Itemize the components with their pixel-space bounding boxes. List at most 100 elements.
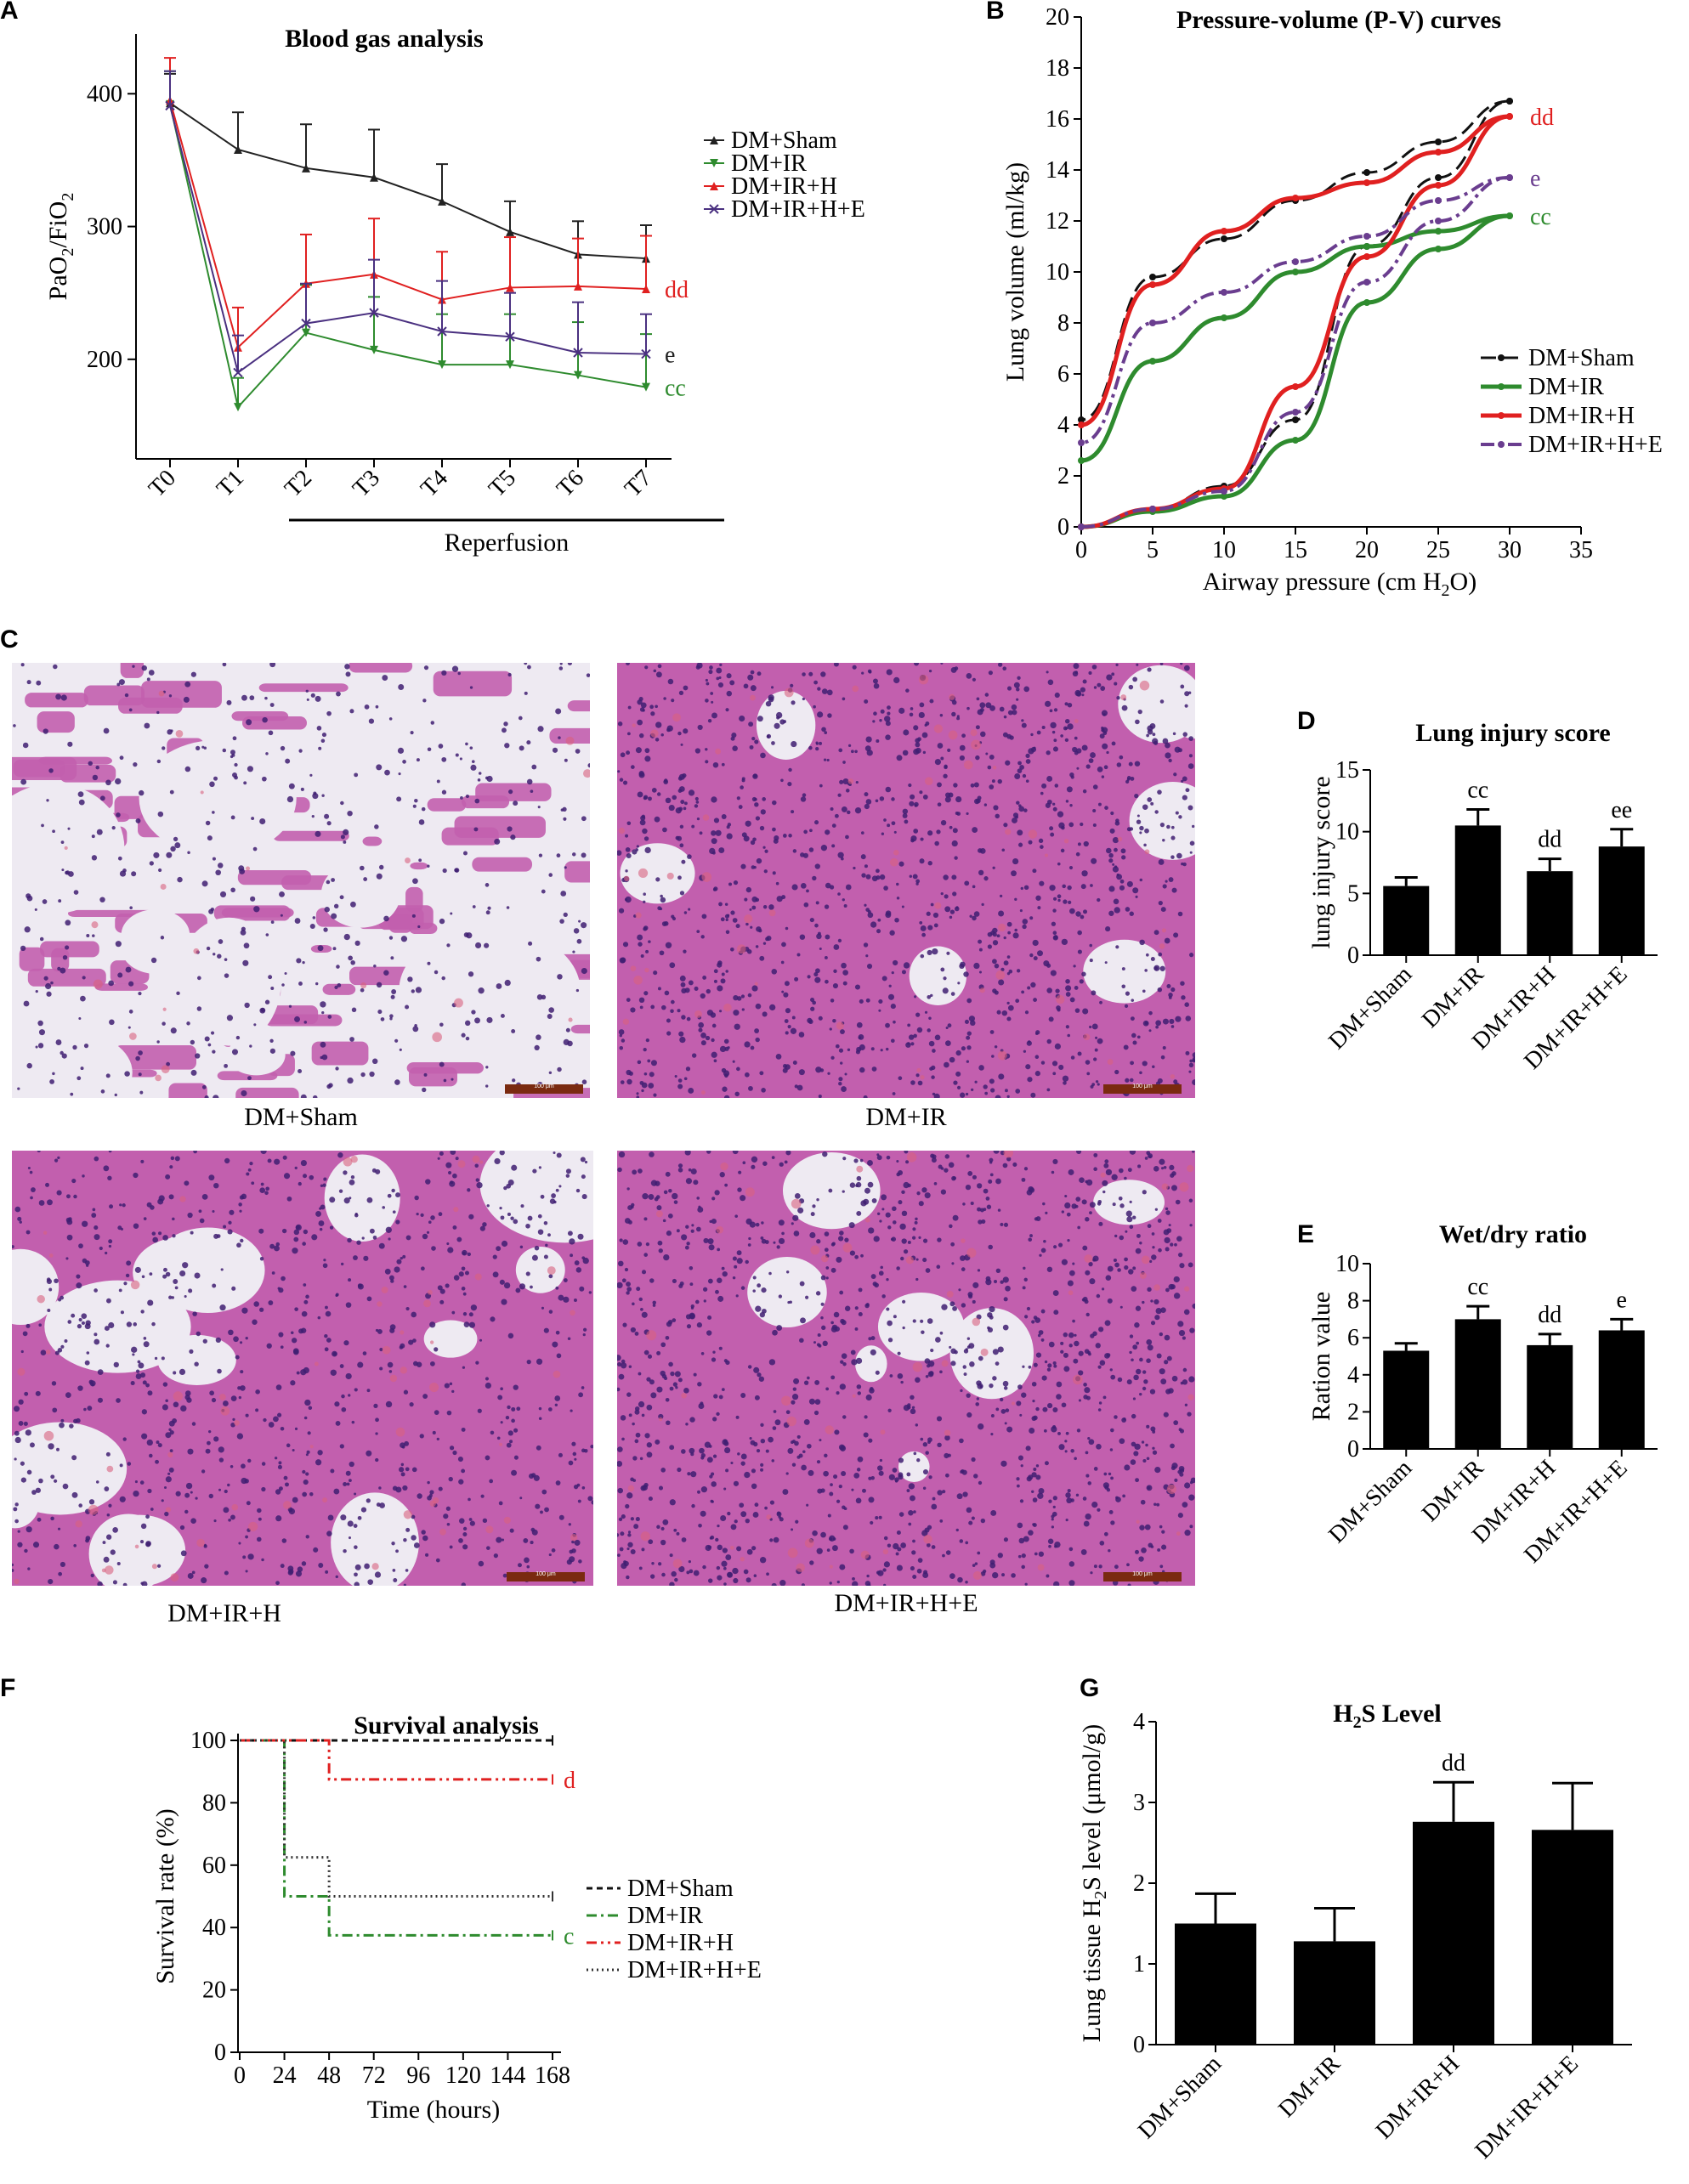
- cell-nucleus: [734, 1214, 739, 1218]
- cell-nucleus: [838, 1048, 844, 1053]
- cell-nucleus: [741, 1008, 745, 1011]
- cell-nucleus: [224, 1489, 228, 1494]
- cell-nucleus: [320, 1041, 326, 1048]
- cell-nucleus: [287, 1565, 294, 1572]
- cell-nucleus: [943, 874, 949, 880]
- cell-nucleus: [326, 880, 331, 885]
- cell-nucleus: [553, 1200, 557, 1204]
- x-tick-label: T4: [416, 465, 453, 502]
- cell-nucleus: [116, 682, 121, 687]
- cell-nucleus: [852, 1576, 855, 1581]
- cell-nucleus: [635, 1517, 640, 1522]
- alveolar-space: [399, 927, 581, 1053]
- cell-nucleus: [997, 1553, 1003, 1559]
- cell-nucleus: [217, 953, 222, 959]
- cell-nucleus: [184, 1180, 190, 1186]
- cell-nucleus: [184, 1294, 187, 1299]
- cell-nucleus: [1091, 1023, 1098, 1030]
- x-tick-label: 30: [1498, 537, 1522, 563]
- cell-nucleus: [749, 908, 752, 911]
- cell-nucleus: [732, 1060, 735, 1063]
- cell-nucleus: [962, 1202, 966, 1206]
- cell-nucleus: [260, 1182, 264, 1186]
- cell-nucleus: [891, 970, 894, 975]
- cell-nucleus: [745, 1577, 751, 1583]
- cell-nucleus: [624, 1218, 631, 1224]
- cell-nucleus: [53, 664, 58, 670]
- cell-nucleus: [868, 1337, 872, 1341]
- cell-nucleus: [637, 719, 643, 726]
- cell-nucleus: [1078, 1399, 1081, 1402]
- cell-nucleus: [418, 858, 422, 863]
- cell-nucleus: [706, 682, 710, 686]
- cell-nucleus: [859, 999, 864, 1004]
- cell-nucleus: [989, 1157, 994, 1163]
- cell-nucleus: [1142, 1061, 1148, 1067]
- cell-nucleus: [239, 868, 246, 874]
- cell-nucleus: [215, 869, 222, 876]
- cell-nucleus: [1028, 748, 1034, 755]
- cell-nucleus: [783, 992, 789, 998]
- cell-nucleus: [1125, 907, 1131, 912]
- cell-nucleus: [268, 975, 273, 980]
- cell-nucleus: [497, 1395, 503, 1400]
- alveolar-space: [121, 909, 190, 961]
- cell-nucleus: [1003, 1297, 1008, 1302]
- cell-nucleus: [1106, 750, 1109, 755]
- cell-nucleus: [116, 1398, 121, 1403]
- cell-nucleus: [1038, 1330, 1044, 1335]
- cell-nucleus: [465, 742, 468, 746]
- cell-nucleus: [1000, 1397, 1004, 1402]
- cell-nucleus: [534, 1245, 540, 1251]
- cell-nucleus: [1100, 686, 1106, 691]
- cell-nucleus: [224, 1063, 229, 1068]
- bar: [1598, 1330, 1645, 1449]
- red-blood-cell: [106, 1465, 114, 1473]
- cell-nucleus: [35, 1045, 38, 1049]
- scale-bar-label: 100 μm: [1132, 1084, 1153, 1089]
- red-blood-cell: [570, 1534, 578, 1542]
- cell-nucleus: [979, 702, 986, 709]
- cell-nucleus: [558, 1185, 562, 1188]
- cell-nucleus: [283, 1173, 291, 1180]
- cell-nucleus: [312, 1095, 318, 1098]
- cell-nucleus: [499, 1151, 505, 1156]
- cell-nucleus: [851, 1359, 858, 1366]
- cell-nucleus: [125, 1273, 130, 1278]
- cell-nucleus: [525, 1223, 530, 1229]
- cell-nucleus: [131, 1346, 138, 1353]
- cell-nucleus: [1094, 1048, 1098, 1052]
- cell-nucleus: [785, 1008, 791, 1014]
- cell-nucleus: [1135, 719, 1140, 725]
- cell-nucleus: [668, 1361, 673, 1367]
- cell-nucleus: [809, 1560, 814, 1565]
- cell-nucleus: [774, 722, 780, 729]
- cell-nucleus: [1188, 736, 1194, 742]
- cell-nucleus: [885, 721, 891, 727]
- data-point: [1363, 253, 1370, 260]
- cell-nucleus: [898, 861, 904, 867]
- cell-nucleus: [847, 1048, 851, 1052]
- cell-nucleus: [1124, 1265, 1129, 1270]
- cell-nucleus: [188, 1288, 193, 1293]
- cell-nucleus: [281, 1228, 287, 1234]
- cell-nucleus: [1130, 776, 1135, 781]
- cell-nucleus: [648, 1496, 653, 1502]
- cell-nucleus: [1152, 738, 1159, 744]
- cell-nucleus: [449, 1545, 453, 1549]
- red-blood-cell: [1100, 1172, 1106, 1178]
- red-blood-cell: [175, 730, 184, 738]
- cell-nucleus: [1174, 1242, 1177, 1247]
- cell-nucleus: [156, 759, 162, 764]
- alveolar-space: [227, 1034, 286, 1076]
- cell-nucleus: [944, 906, 951, 913]
- cell-nucleus: [646, 1377, 651, 1382]
- red-blood-cell: [158, 690, 165, 697]
- cell-nucleus: [327, 1514, 334, 1521]
- cell-nucleus: [461, 1266, 466, 1271]
- cell-nucleus: [749, 744, 754, 750]
- cell-nucleus: [1085, 1179, 1093, 1186]
- cell-nucleus: [926, 1542, 931, 1547]
- cell-nucleus: [1159, 699, 1165, 704]
- cell-nucleus: [402, 1485, 408, 1491]
